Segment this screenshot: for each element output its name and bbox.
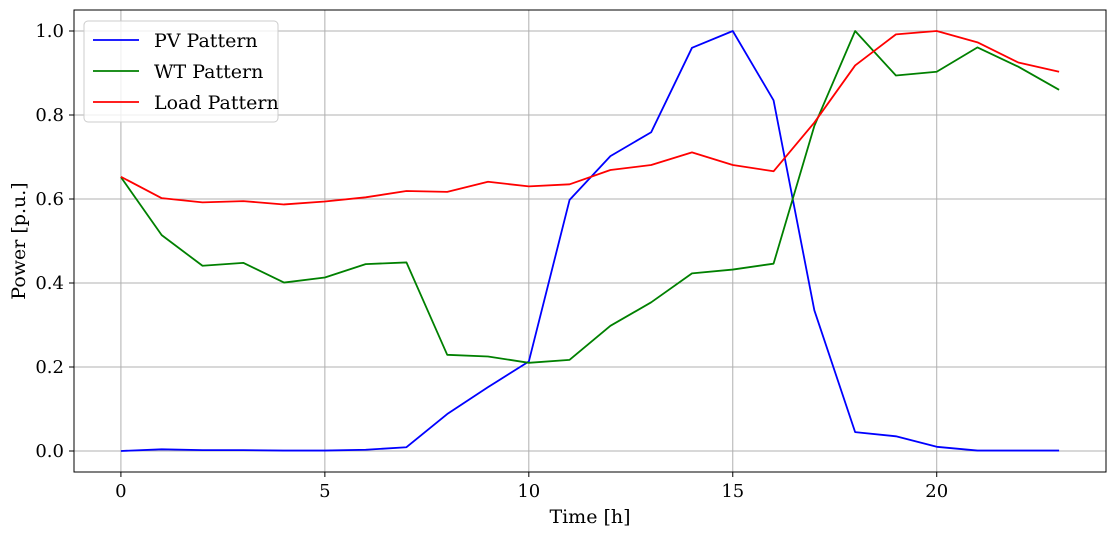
x-tick-label: 10: [517, 481, 540, 502]
y-tick-label: 1.0: [35, 21, 64, 42]
x-tick-label: 5: [319, 481, 330, 502]
legend-box: [83, 20, 279, 123]
x-tick-label: 15: [721, 481, 744, 502]
x-tick-label: 0: [115, 481, 126, 502]
y-tick-label: 0.2: [35, 357, 64, 378]
y-tick-label: 0.6: [35, 189, 64, 210]
x-axis-label: Time [h]: [549, 506, 630, 528]
y-axis-label: Power [p.u.]: [8, 182, 30, 299]
plot-frame: [73, 9, 1107, 473]
y-tick-label: 0.4: [35, 273, 64, 294]
legend-label-pv-pattern: PV Pattern: [154, 30, 258, 52]
series-lines: [120, 30, 1060, 452]
legend: PV Pattern WT Pattern Load Pattern: [83, 20, 279, 123]
x-tick-label: 20: [925, 481, 948, 502]
legend-label-load-pattern: Load Pattern: [154, 92, 279, 114]
axis-ticks: 0 5 10 15 20 0.0 0.2 0.4 0.6 0.8 1.0: [35, 21, 948, 502]
series-line-wt-pattern: [120, 30, 1060, 364]
y-tick-label: 0.8: [35, 105, 64, 126]
y-tick-label: 0.0: [35, 441, 64, 462]
legend-label-wt-pattern: WT Pattern: [154, 61, 263, 83]
series-line-load-pattern: [120, 30, 1060, 206]
